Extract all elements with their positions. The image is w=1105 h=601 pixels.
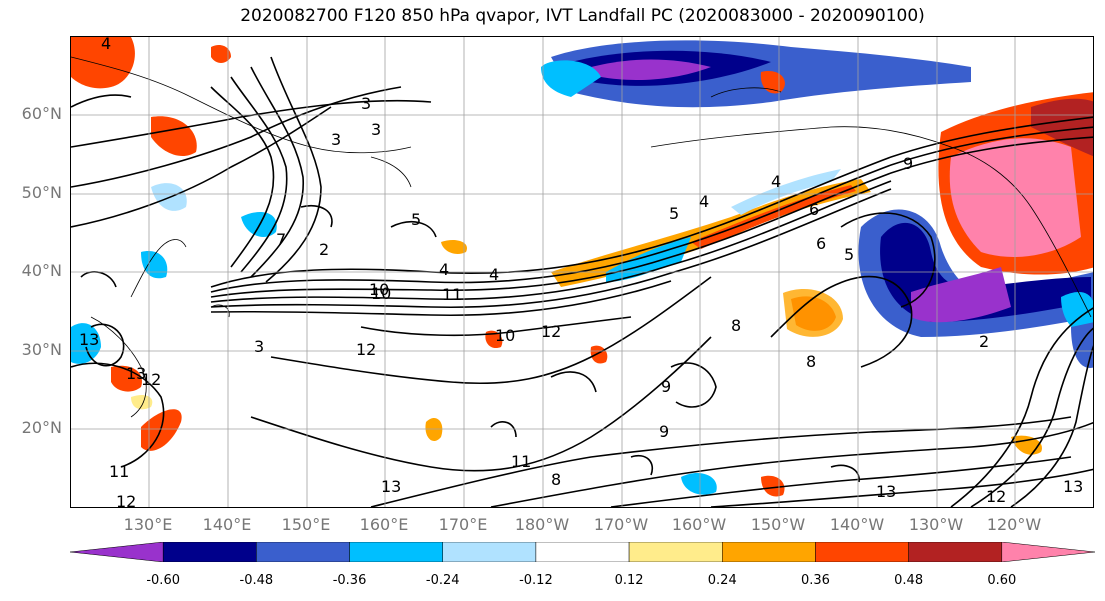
lon-label-180w: 180°W xyxy=(514,515,570,534)
contour-label: 13 xyxy=(876,482,896,501)
contour-label: 13 xyxy=(79,330,99,349)
contour-label: 12 xyxy=(116,492,136,508)
lat-label-60n: 60°N xyxy=(21,104,62,123)
contour-label: 3 xyxy=(371,120,381,139)
colorbar-tick-label: -0.36 xyxy=(332,573,367,588)
lon-label-160e: 160°E xyxy=(359,515,409,534)
contour-label: 8 xyxy=(731,316,741,335)
colorbar-segment xyxy=(442,542,537,562)
lon-label-130w: 130°W xyxy=(908,515,964,534)
colorbar-tick-label: 0.24 xyxy=(707,573,737,588)
lat-label-30n: 30°N xyxy=(21,340,62,359)
contour-label: 13 xyxy=(381,477,401,496)
lon-label-150e: 150°E xyxy=(281,515,331,534)
lon-label-140e: 140°E xyxy=(202,515,252,534)
lat-label-40n: 40°N xyxy=(21,261,62,280)
contour-label: 8 xyxy=(551,470,561,489)
colorbar-segment xyxy=(349,542,443,562)
colorbar-tick-label: -0.48 xyxy=(239,573,274,588)
lon-label-170e: 170°E xyxy=(438,515,488,534)
contour-label: 3 xyxy=(361,94,371,113)
lon-label-120w: 120°W xyxy=(986,515,1042,534)
contour-label: 9 xyxy=(661,377,671,396)
coastlines xyxy=(71,56,1092,418)
colorbar-segment xyxy=(535,542,630,562)
contour-label: 2 xyxy=(319,240,329,259)
contour-label: 6 xyxy=(809,200,819,219)
contour-label: 12 xyxy=(356,340,376,359)
colorbar-tick-label: 0.12 xyxy=(614,573,644,588)
colorbar-tick-label: 0.36 xyxy=(800,573,830,588)
colorbar-tick-label: -0.60 xyxy=(146,573,180,588)
contour-label: 4 xyxy=(439,260,449,279)
contour-label: 10 xyxy=(371,284,391,303)
contour-label: 12 xyxy=(141,370,161,389)
contour-label: 10 xyxy=(495,326,515,345)
contour-label: 11 xyxy=(511,452,531,471)
contour-label: 5 xyxy=(669,204,679,223)
colorbar-segment xyxy=(256,542,350,562)
colorbar-segment xyxy=(815,542,909,562)
contour-label: 4 xyxy=(101,37,111,53)
lon-label-140w: 140°W xyxy=(829,515,885,534)
colorbar-segment xyxy=(70,542,164,562)
contour-label: 5 xyxy=(411,210,421,229)
contour-label: 4 xyxy=(489,265,499,284)
colorbar-tick-label: 0.48 xyxy=(894,573,924,588)
contour-label: 5 xyxy=(844,245,854,264)
contour-label: 11 xyxy=(109,462,129,481)
contour-label: 9 xyxy=(659,422,669,441)
contour-label: 10 xyxy=(369,280,389,299)
lat-label-50n: 50°N xyxy=(21,183,62,202)
contour-label: 8 xyxy=(806,352,816,371)
contour-lines xyxy=(71,56,1093,507)
colorbar-segment xyxy=(1001,542,1095,562)
contour-label: 4 xyxy=(699,192,709,211)
lon-label-170w: 170°W xyxy=(593,515,649,534)
contour-label: 13 xyxy=(126,364,146,383)
map-panel: 4 3 3 3 5 10 4 7 2 4 6 4 5 4 9 6 5 10 11 12 10 12 8 3 13 13 12 11 8 1… xyxy=(70,36,1094,508)
colorbar-segment xyxy=(628,542,723,562)
colorbar-segment xyxy=(908,542,1003,562)
colorbar xyxy=(70,542,1095,562)
contour-label: 3 xyxy=(254,337,264,356)
colorbar-tick-label: 0.60 xyxy=(987,573,1017,588)
contour-label: 9 xyxy=(903,154,913,173)
shaded-anomalies xyxy=(71,37,1093,497)
contour-label: 2 xyxy=(979,332,989,351)
map-title: 2020082700 F120 850 hPa qvapor, IVT Land… xyxy=(240,6,925,26)
lon-label-160w: 160°W xyxy=(671,515,727,534)
colorbar-segment xyxy=(722,542,816,562)
colorbar-tick-label: -0.24 xyxy=(425,573,460,588)
contour-label: 11 xyxy=(442,285,462,304)
lat-label-20n: 20°N xyxy=(21,418,62,437)
colorbar-segment xyxy=(162,542,257,562)
contour-label: 12 xyxy=(541,322,561,341)
contour-label: 4 xyxy=(771,172,781,191)
lon-label-130e: 130°E xyxy=(123,515,173,534)
contour-label: 13 xyxy=(1063,477,1083,496)
contour-label: 7 xyxy=(276,230,286,249)
colorbar-tick-label: -0.12 xyxy=(519,573,553,588)
lon-label-150w: 150°W xyxy=(750,515,806,534)
contour-label: 6 xyxy=(816,234,826,253)
contour-label: 12 xyxy=(986,487,1006,506)
contour-label: 3 xyxy=(331,130,341,149)
gridlines xyxy=(71,37,1093,507)
